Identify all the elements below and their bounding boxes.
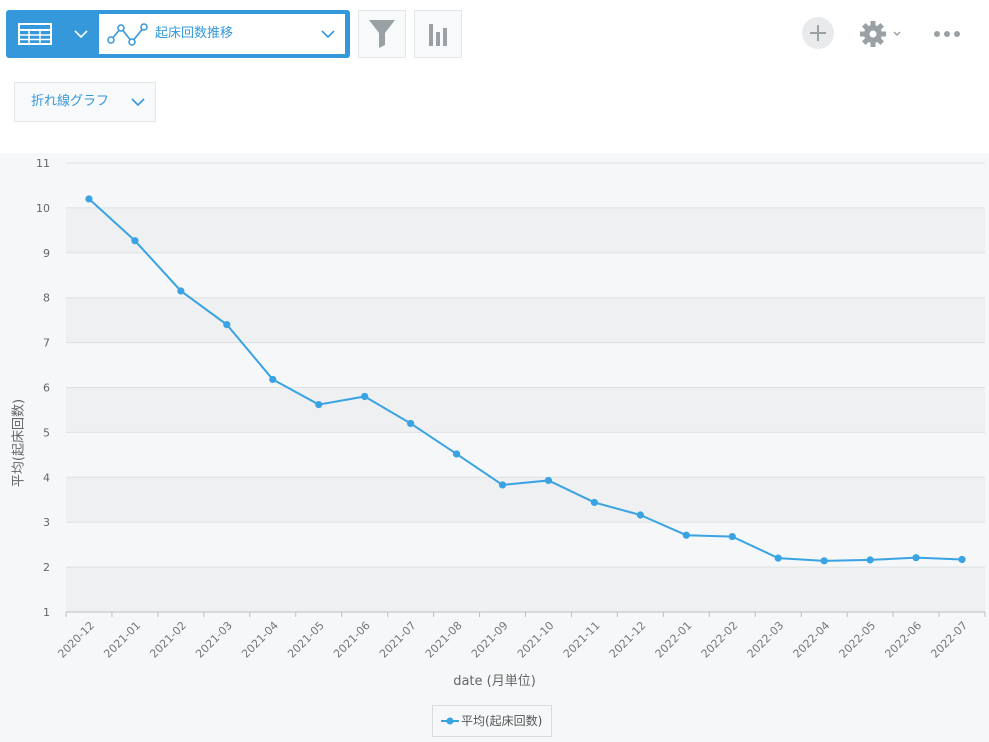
x-tick-label: 2022-04 bbox=[791, 619, 833, 661]
filter-button[interactable] bbox=[358, 10, 406, 58]
x-tick-label: 2021-08 bbox=[423, 619, 465, 661]
chevron-down-icon bbox=[131, 98, 145, 107]
more-options-button[interactable] bbox=[930, 22, 964, 46]
y-tick-label: 1 bbox=[43, 606, 50, 619]
data-point bbox=[131, 237, 139, 245]
x-tick-label: 2022-02 bbox=[699, 619, 741, 661]
data-point bbox=[407, 419, 415, 428]
data-point bbox=[682, 531, 690, 539]
y-tick-label: 5 bbox=[43, 426, 50, 439]
grid-band bbox=[66, 567, 985, 612]
y-tick-label: 9 bbox=[43, 247, 50, 260]
plus-icon bbox=[810, 25, 826, 41]
chevron-down-icon bbox=[74, 30, 88, 39]
data-point bbox=[544, 476, 553, 485]
x-tick-label: 2021-07 bbox=[377, 619, 419, 661]
grid-band bbox=[66, 432, 985, 478]
data-point bbox=[223, 321, 231, 329]
filter-icon bbox=[369, 20, 395, 48]
add-record-button[interactable] bbox=[802, 17, 834, 49]
data-point bbox=[912, 554, 920, 562]
y-tick-label: 4 bbox=[43, 471, 50, 484]
gear-icon bbox=[860, 21, 901, 47]
x-tick-label: 2021-02 bbox=[147, 619, 189, 661]
data-point bbox=[177, 287, 185, 295]
chart-type-label: 折れ線グラフ bbox=[31, 94, 110, 109]
bar-chart-icon bbox=[429, 24, 447, 46]
x-tick-label: 2021-04 bbox=[239, 619, 281, 661]
y-tick-label: 10 bbox=[36, 202, 50, 215]
data-point bbox=[269, 375, 277, 384]
grid-band bbox=[66, 342, 985, 388]
legend[interactable]: 平均(起床回数) bbox=[432, 705, 552, 737]
data-point bbox=[636, 511, 644, 519]
view-switcher: 起床回数推移 bbox=[6, 10, 350, 58]
x-tick-label: 2022-05 bbox=[837, 619, 879, 661]
data-point bbox=[820, 557, 828, 565]
graph-selector[interactable]: 起床回数推移 bbox=[99, 14, 345, 54]
y-tick-label: 7 bbox=[43, 337, 50, 350]
chart-area: 1 2 3 4 5 6 7 8 9 10 11 2020-12 2021-01 2021-02 2021-0… bbox=[0, 153, 989, 742]
settings-button[interactable] bbox=[858, 19, 906, 49]
grid-band bbox=[66, 522, 985, 568]
grid-band bbox=[66, 252, 985, 298]
data-point bbox=[774, 554, 782, 562]
y-tick-label: 11 bbox=[36, 157, 50, 170]
x-tick-label: 2021-05 bbox=[285, 619, 327, 661]
legend-line-icon bbox=[441, 717, 459, 725]
data-point bbox=[728, 532, 736, 541]
x-tick-label: 2020-12 bbox=[55, 619, 97, 661]
x-tick-label: 2021-03 bbox=[193, 619, 235, 661]
x-tick-label: 2022-06 bbox=[882, 619, 924, 661]
y-tick-label: 6 bbox=[43, 382, 50, 395]
series-line bbox=[88, 198, 963, 562]
grid-band bbox=[66, 387, 985, 433]
data-point bbox=[85, 195, 93, 203]
table-view-button[interactable] bbox=[6, 10, 98, 58]
data-point bbox=[590, 498, 599, 507]
data-point bbox=[498, 481, 507, 489]
x-tick-label: 2021-01 bbox=[101, 619, 143, 661]
x-tick-label: 2021-06 bbox=[331, 619, 373, 661]
toolbar: 起床回数推移 bbox=[0, 0, 989, 70]
y-tick-label: 2 bbox=[43, 561, 50, 574]
y-tick-label: 8 bbox=[43, 292, 50, 305]
data-point bbox=[958, 555, 966, 564]
line-chart-icon bbox=[107, 23, 148, 46]
grid-band bbox=[66, 207, 985, 253]
x-tick-label: 2022-03 bbox=[745, 619, 787, 661]
y-axis-label: 平均(起床回数) bbox=[11, 398, 27, 488]
x-tick-label: 2022-01 bbox=[653, 619, 695, 661]
data-point bbox=[361, 392, 369, 401]
chart-type-selector[interactable]: 折れ線グラフ bbox=[14, 82, 156, 122]
more-icon bbox=[934, 31, 960, 37]
data-point bbox=[452, 450, 461, 458]
x-axis-label: date (月単位) bbox=[453, 674, 536, 689]
chevron-down-icon bbox=[321, 30, 335, 39]
aggregate-button[interactable] bbox=[414, 10, 462, 58]
x-tick-label: 2021-12 bbox=[607, 619, 649, 661]
x-tick-label: 2021-09 bbox=[469, 619, 511, 661]
y-tick-label: 3 bbox=[43, 516, 50, 529]
legend-label: 平均(起床回数) bbox=[461, 714, 543, 728]
grid-band bbox=[66, 477, 985, 523]
data-point bbox=[315, 400, 323, 409]
x-tick-label: 2021-10 bbox=[515, 619, 557, 661]
grid-band bbox=[66, 297, 985, 343]
table-icon bbox=[18, 23, 52, 45]
data-point bbox=[866, 556, 874, 564]
x-tick-label: 2021-11 bbox=[561, 619, 603, 661]
grid-band bbox=[66, 163, 985, 208]
x-tick-label: 2022-07 bbox=[928, 619, 970, 661]
graph-selector-label: 起床回数推移 bbox=[155, 26, 234, 41]
